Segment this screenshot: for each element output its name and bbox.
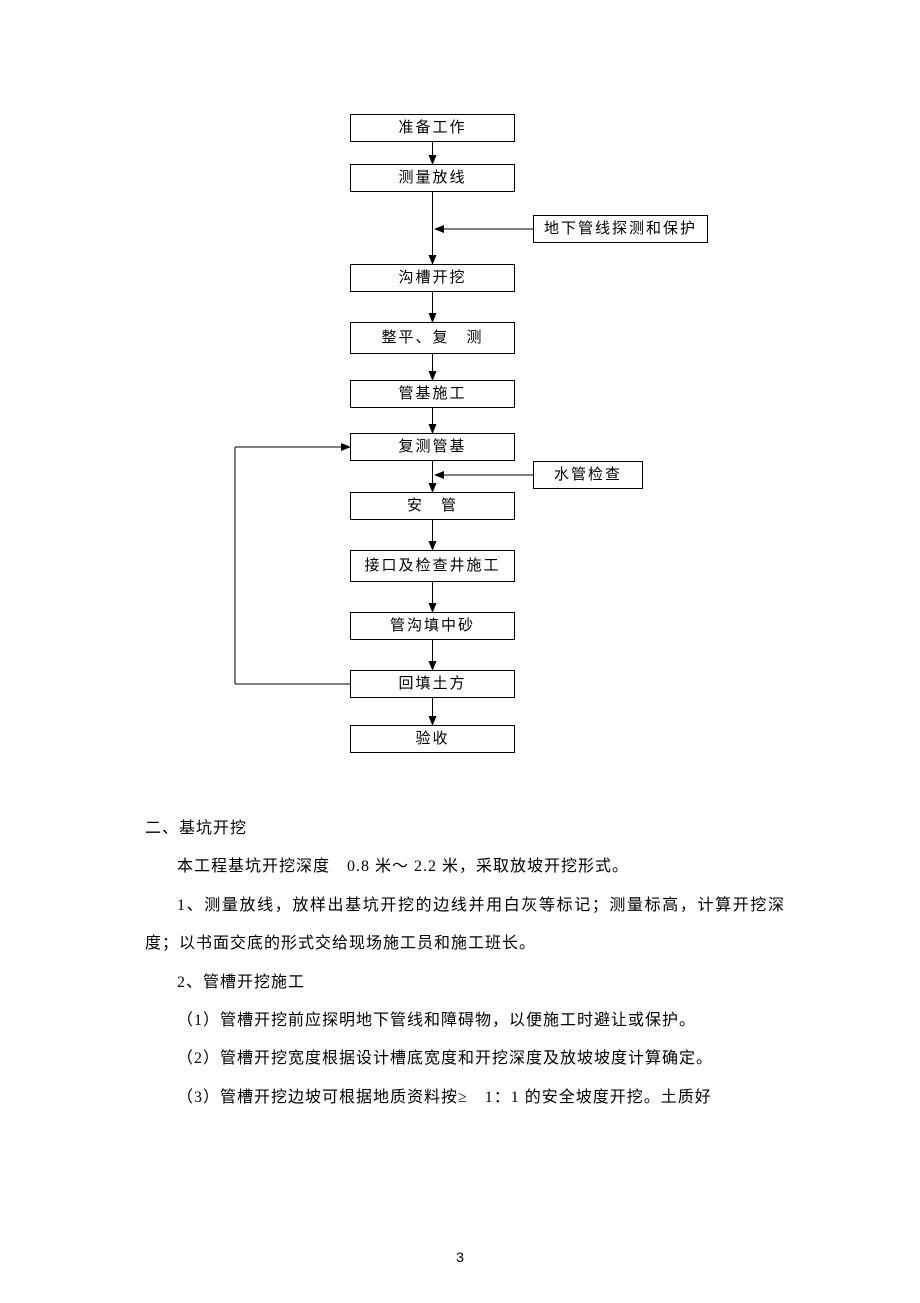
paragraph: （2）管槽开挖宽度根据设计槽底宽度和开挖深度及放坡坡度计算确定。 [145,1040,785,1078]
heading-2: 二、基坑开挖 [145,810,785,848]
flowchart-node: 地下管线探测和保护 [533,215,708,243]
paragraph: 本工程基坑开挖深度 0.8 米～ 2.2 米，采取放坡开挖形式。 [145,848,785,886]
text-run: 0.8 米～ 2.2 米，采取放坡开挖形式。 [347,858,629,875]
flowchart-node: 安 管 [350,492,515,520]
document-page: 准备工作测量放线沟槽开挖整平、复 测管基施工复测管基安 管接口及检查井施工管沟填… [0,0,920,1303]
flowchart-node: 准备工作 [350,114,515,142]
body-text: 二、基坑开挖 本工程基坑开挖深度 0.8 米～ 2.2 米，采取放坡开挖形式。 … [145,810,785,1117]
flowchart-node: 测量放线 [350,164,515,192]
flowchart-node: 接口及检查井施工 [350,550,515,582]
paragraph: （1）管槽开挖前应探明地下管线和障碍物，以便施工时避让或保护。 [145,1002,785,1040]
flowchart-node: 整平、复 测 [350,322,515,354]
flowchart-node: 管沟填中砂 [350,612,515,640]
flowchart-node: 沟槽开挖 [350,264,515,292]
flowchart-node: 管基施工 [350,380,515,408]
flowchart-node: 水管检查 [533,461,643,489]
page-number: 3 [0,1249,920,1265]
text-run: （3）管槽开挖边坡可根据地质资料按≥ [177,1089,485,1106]
paragraph: 1、测量放线，放样出基坑开挖的边线并用白灰等标记；测量标高，计算开挖深度；以书面… [145,887,785,964]
flowchart-node: 复测管基 [350,433,515,461]
flowchart-node: 验收 [350,725,515,753]
flowchart-node: 回填土方 [350,670,515,698]
paragraph: 2、管槽开挖施工 [145,964,785,1002]
text-run: 本工程基坑开挖深度 [177,858,347,875]
flowchart-container: 准备工作测量放线沟槽开挖整平、复 测管基施工复测管基安 管接口及检查井施工管沟填… [0,0,920,800]
text-run: 1：1 的安全坡度开挖。土质好 [485,1089,712,1106]
paragraph: （3）管槽开挖边坡可根据地质资料按≥ 1：1 的安全坡度开挖。土质好 [145,1079,785,1117]
